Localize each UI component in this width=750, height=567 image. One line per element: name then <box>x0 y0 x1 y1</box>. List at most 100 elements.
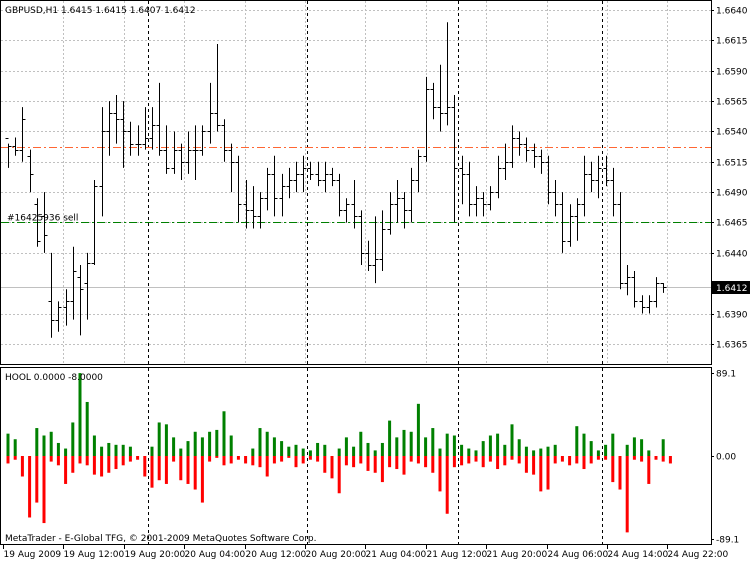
ohlc-bar <box>538 149 545 174</box>
hool-bar <box>568 456 572 466</box>
hool-bar <box>215 429 219 456</box>
hool-bar <box>78 456 82 464</box>
hool-bar <box>409 431 413 456</box>
hool-bar <box>265 431 269 456</box>
hool-bar <box>186 441 190 456</box>
time-tick-label: 21 Aug 12:00 <box>427 550 488 560</box>
hool-bar <box>352 456 356 468</box>
hool-bar <box>157 456 161 481</box>
time-tick-label: 21 Aug 04:00 <box>366 550 427 560</box>
hool-bar <box>380 456 384 483</box>
hool-bar <box>258 428 262 456</box>
ohlc-bar <box>531 143 538 168</box>
price-tick-label: 1.6365 <box>716 341 748 351</box>
ohlc-bar <box>307 161 314 180</box>
ohlc-bar <box>264 167 271 211</box>
ohlc-bar <box>257 192 264 229</box>
hool-bar <box>416 403 420 456</box>
hool-bar <box>49 431 53 456</box>
hool-bar <box>416 456 420 464</box>
hool-bar <box>251 456 255 466</box>
hool-bar <box>604 444 608 456</box>
ohlc-bar <box>142 107 149 150</box>
hool-bar <box>625 444 629 456</box>
hool-bar <box>373 456 377 473</box>
hool-bar <box>229 435 233 456</box>
hool-bar <box>121 456 125 466</box>
hool-bar <box>488 435 492 456</box>
hool-bar <box>402 456 406 475</box>
hool-bar <box>179 448 183 456</box>
hool-bar <box>316 456 320 462</box>
hool-bar <box>582 433 586 456</box>
hool-bar <box>301 448 305 456</box>
hool-bar <box>280 441 284 456</box>
time-axis: 19 Aug 2009 19 Aug 12:00 19 Aug 20:00 20 Au… <box>3 545 728 560</box>
hool-bar <box>301 456 305 464</box>
hool-bar <box>100 446 104 456</box>
hool-bar <box>488 456 492 462</box>
hool-bar <box>20 456 24 477</box>
hool-bar <box>78 373 82 456</box>
price-panel-frame <box>0 0 712 365</box>
ohlc-bar <box>63 289 70 326</box>
hool-bar <box>179 456 183 481</box>
ohlc-bar <box>221 119 228 162</box>
hool-bar <box>582 456 586 470</box>
ohlc-bar <box>523 137 530 162</box>
hool-bar <box>294 456 298 468</box>
hool-bar <box>460 444 464 456</box>
ohlc-bar <box>480 192 487 217</box>
hool-bar <box>186 456 190 484</box>
hool-bar <box>438 448 442 456</box>
hool-bar <box>517 439 521 456</box>
hool-bar <box>373 450 377 456</box>
hool-bar <box>172 456 176 462</box>
hool-bar <box>496 456 500 470</box>
ohlc-bar <box>588 161 595 193</box>
hool-bar <box>424 437 428 456</box>
ohlc-bar <box>113 95 120 144</box>
time-tick-label: 20 Aug 12:00 <box>246 550 307 560</box>
ohlc-bar <box>574 198 581 241</box>
ohlc-bar <box>329 167 336 187</box>
hool-bar <box>164 456 168 484</box>
price-tick-label: 1.6640 <box>716 7 748 17</box>
hool-bar <box>496 433 500 456</box>
hool-bar <box>388 420 392 456</box>
hool-bar <box>366 442 370 456</box>
price-tick-label: 1.6490 <box>716 189 748 199</box>
price-tick-label: 1.6615 <box>716 37 748 47</box>
price-tick-label: 1.6515 <box>716 159 748 169</box>
ohlc-bar <box>41 192 48 253</box>
hool-bar <box>272 456 276 464</box>
hool-bar <box>539 456 543 492</box>
hool-bar <box>71 422 75 456</box>
ohlc-bar <box>653 277 660 308</box>
time-tick-label: 24 Aug 06:00 <box>548 550 609 560</box>
hool-bar <box>308 450 312 456</box>
hool-bar <box>337 456 341 494</box>
hool-bar <box>668 456 672 464</box>
hool-bar <box>337 448 341 456</box>
hool-bar <box>524 446 528 456</box>
hool-bar <box>553 444 557 456</box>
hool-bar <box>532 456 536 475</box>
ohlc-bar <box>106 101 113 156</box>
ohlc-bar <box>228 143 235 193</box>
hool-bar <box>517 456 521 464</box>
ohlc-bar <box>603 155 610 187</box>
ohlc-bar <box>444 22 451 126</box>
ohlc-bar <box>178 143 185 180</box>
hool-bar <box>575 456 579 464</box>
ohlc-bar <box>610 167 617 217</box>
hool-bar <box>344 437 348 456</box>
ohlc-bar <box>646 295 653 314</box>
hool-bar <box>316 442 320 456</box>
hool-bar <box>625 456 629 533</box>
ohlc-bar <box>55 301 62 332</box>
hool-bar <box>575 426 579 456</box>
order-lines[interactable]: #16425936 sell <box>1 147 711 288</box>
